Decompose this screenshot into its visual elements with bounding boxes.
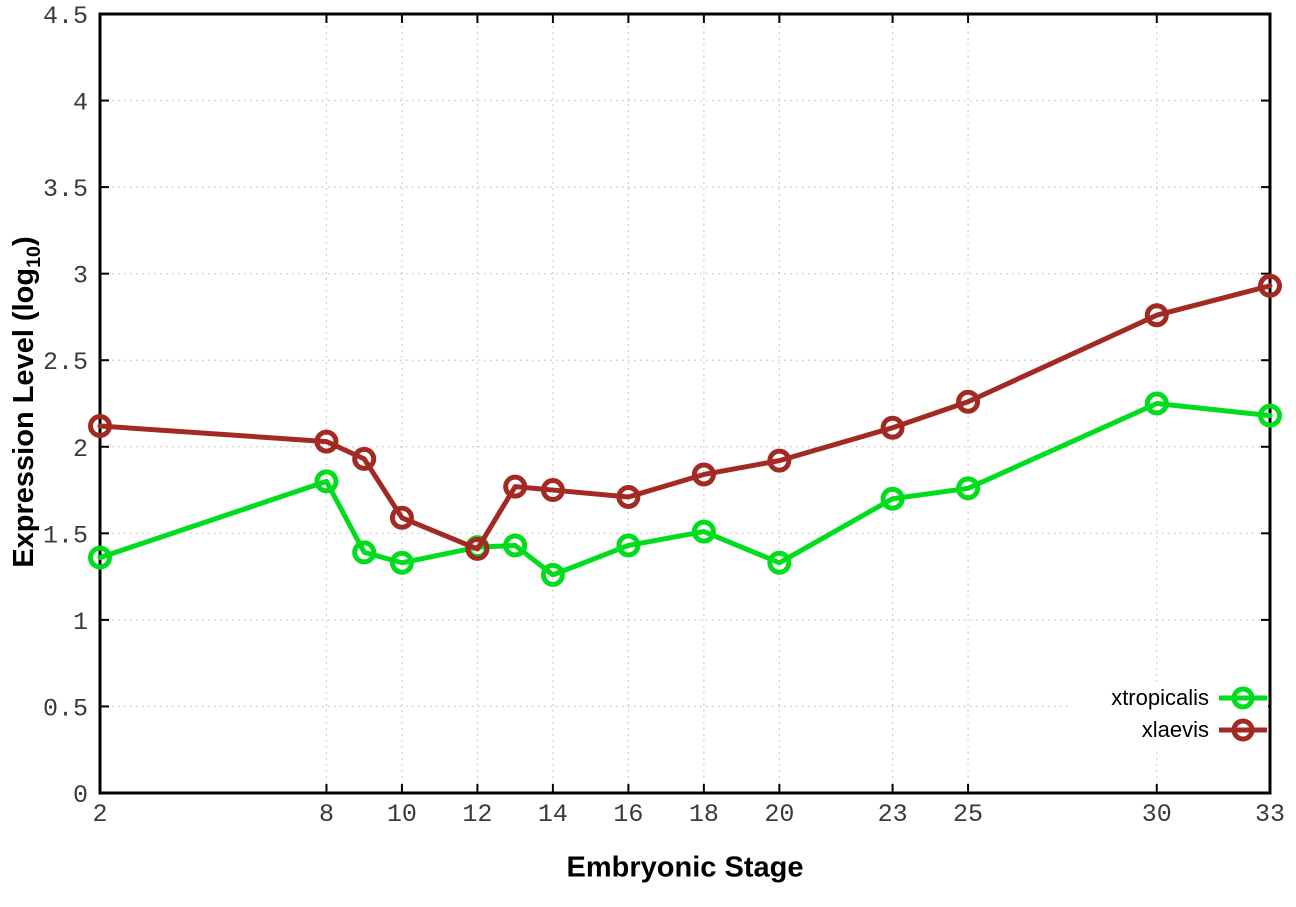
data-point-xlaevis	[465, 536, 490, 561]
data-point-xlaevis	[540, 478, 565, 503]
y-axis-title: Expression Level (log10)	[8, 236, 46, 567]
data-point-xlaevis	[691, 462, 716, 487]
data-point-xtropicalis	[1258, 403, 1282, 428]
x-tick-label: 10	[387, 800, 417, 829]
data-point-xlaevis	[1258, 273, 1282, 298]
data-point-xlaevis	[88, 414, 112, 439]
y-axis-title-text: Expression Level (log	[8, 267, 41, 568]
legend-series-marker-icon	[1219, 718, 1267, 742]
y-axis-title-subscript: 10	[22, 245, 45, 268]
data-point-xlaevis	[314, 429, 339, 454]
y-tick-label: 3.5	[43, 175, 88, 204]
x-tick-label: 14	[538, 800, 568, 829]
data-point-xtropicalis	[956, 476, 981, 501]
legend-label-xlaevis: xlaevis	[1141, 717, 1209, 742]
x-tick-label: 20	[764, 800, 794, 829]
x-tick-label: 18	[689, 800, 719, 829]
x-tick-label: 8	[319, 800, 334, 829]
y-tick-label: 0.5	[43, 694, 88, 723]
legend-item-xlaevis: xlaevis	[1142, 715, 1268, 745]
x-tick-label: 30	[1142, 800, 1172, 829]
x-tick-label: 25	[953, 800, 983, 829]
x-tick-label: 2	[92, 800, 107, 829]
x-tick-label: 12	[462, 800, 492, 829]
data-point-xlaevis	[767, 448, 792, 473]
series-line-xlaevis	[97, 283, 1273, 552]
legend-label-xtropicalis: xtropicalis	[1111, 685, 1209, 710]
plot-border	[98, 12, 1272, 795]
x-axis-title: Embryonic Stage	[566, 851, 804, 884]
x-tick-label: 16	[613, 800, 643, 829]
data-point-xtropicalis	[1144, 391, 1169, 416]
data-point-xtropicalis	[540, 562, 565, 587]
y-tick-label: 1	[73, 608, 88, 637]
legend-series-marker-icon	[1219, 686, 1267, 710]
legend-point-xlaevis	[1231, 718, 1255, 742]
data-point-xlaevis	[880, 415, 905, 440]
y-tick-label: 1.5	[43, 521, 88, 550]
y-tick-label: 3	[73, 262, 88, 291]
data-point-xlaevis	[956, 389, 981, 414]
data-point-xtropicalis	[352, 540, 377, 565]
y-tick-label: 2.5	[43, 348, 88, 377]
x-tick-label: 33	[1255, 800, 1285, 829]
data-point-xlaevis	[1144, 303, 1169, 328]
y-tick-label: 0	[73, 781, 88, 810]
data-point-xtropicalis	[503, 533, 528, 558]
data-point-xlaevis	[389, 505, 414, 530]
data-point-xtropicalis	[389, 550, 414, 575]
y-tick-label: 2	[73, 435, 88, 464]
data-point-xlaevis	[352, 446, 377, 471]
series-line-xtropicalis	[97, 401, 1273, 578]
data-point-xtropicalis	[616, 533, 641, 558]
legend-item-xtropicalis: xtropicalis	[1111, 683, 1268, 713]
legend: xtropicalis xlaevis	[1070, 681, 1268, 747]
data-point-xlaevis	[616, 484, 641, 509]
data-point-xlaevis	[503, 474, 528, 499]
data-point-xtropicalis	[88, 545, 112, 570]
data-point-xtropicalis	[767, 550, 792, 575]
data-point-xtropicalis	[314, 469, 339, 494]
x-tick-label: 23	[878, 800, 908, 829]
data-point-xtropicalis	[880, 486, 905, 511]
y-tick-label: 4.5	[43, 2, 88, 31]
data-point-xtropicalis	[691, 519, 716, 544]
y-axis-title-suffix: )	[8, 236, 41, 246]
y-tick-label: 4	[73, 89, 88, 118]
legend-point-xtropicalis	[1231, 686, 1255, 710]
